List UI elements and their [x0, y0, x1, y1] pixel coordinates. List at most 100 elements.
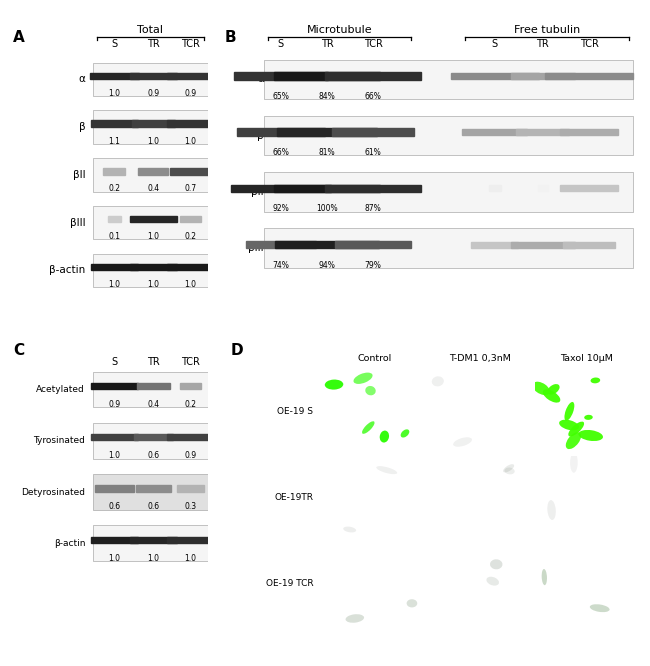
Text: TCR: TCR	[580, 39, 599, 49]
Bar	[264, 172, 633, 212]
Bar	[471, 242, 518, 248]
Text: Microtubule: Microtubule	[307, 25, 372, 35]
Text: 74%: 74%	[272, 260, 289, 270]
Text: 92%: 92%	[272, 204, 289, 213]
Text: Detyrosinated: Detyrosinated	[21, 488, 85, 497]
Text: Acetylated: Acetylated	[36, 385, 85, 394]
Text: 1.0: 1.0	[109, 280, 120, 289]
Bar	[167, 537, 214, 543]
Text: TR: TR	[536, 39, 549, 49]
Text: β: β	[79, 122, 85, 132]
Bar	[93, 474, 208, 510]
Bar	[237, 129, 325, 136]
Text: α: α	[78, 75, 85, 85]
Text: T-DM1 0,3nM: T-DM1 0,3nM	[450, 354, 512, 363]
Bar	[103, 168, 125, 174]
Text: TCR: TCR	[181, 39, 200, 49]
Bar	[131, 121, 176, 127]
Bar	[246, 241, 316, 248]
Bar	[264, 228, 633, 268]
Text: 0.4: 0.4	[148, 184, 159, 193]
Text: D: D	[231, 342, 243, 358]
Text: 0.9: 0.9	[185, 89, 196, 98]
Bar	[560, 129, 618, 135]
Bar	[167, 434, 214, 440]
Bar	[167, 264, 214, 270]
Text: 1.0: 1.0	[185, 137, 196, 145]
Text: 66%: 66%	[272, 148, 289, 157]
Text: S: S	[111, 358, 118, 368]
Text: 0.2: 0.2	[185, 400, 196, 409]
Bar	[332, 129, 414, 136]
Text: 1.0: 1.0	[148, 553, 159, 563]
Bar	[91, 264, 138, 270]
Bar	[517, 129, 569, 135]
Text: TR: TR	[320, 39, 333, 49]
Bar	[179, 216, 202, 222]
Text: 0.7: 0.7	[185, 184, 196, 193]
Text: 0.9: 0.9	[185, 451, 196, 460]
Text: 1.0: 1.0	[109, 553, 120, 563]
Bar	[276, 241, 378, 248]
Bar	[130, 216, 177, 222]
Text: 0.6: 0.6	[148, 502, 159, 511]
Bar	[264, 60, 633, 99]
Bar	[538, 185, 547, 191]
Text: 1.0: 1.0	[109, 89, 120, 98]
Text: 0.2: 0.2	[109, 184, 120, 193]
Text: 61%: 61%	[365, 148, 382, 157]
Text: 65%: 65%	[272, 92, 289, 101]
Text: 0.9: 0.9	[109, 400, 120, 409]
Text: 0.9: 0.9	[148, 89, 159, 98]
Text: TR: TR	[147, 39, 160, 49]
Bar	[177, 486, 204, 492]
Text: OE-19 S: OE-19 S	[278, 408, 313, 416]
Bar	[90, 73, 139, 79]
Text: 84%: 84%	[318, 92, 335, 101]
Bar	[93, 206, 208, 239]
Text: Tyrosinated: Tyrosinated	[33, 436, 85, 446]
Text: 66%: 66%	[365, 92, 382, 101]
Text: 0.2: 0.2	[185, 232, 196, 241]
Bar	[325, 184, 421, 192]
Bar	[511, 242, 575, 248]
Bar	[167, 73, 214, 79]
Text: 0.6: 0.6	[109, 502, 120, 511]
Bar	[93, 525, 208, 561]
Bar	[130, 264, 177, 270]
Text: 0.3: 0.3	[185, 502, 196, 511]
Bar	[93, 423, 208, 459]
Text: βIII: βIII	[70, 218, 85, 228]
Bar	[231, 184, 331, 192]
Text: β-actin: β-actin	[54, 539, 85, 548]
Text: S: S	[278, 39, 284, 49]
Text: 0.6: 0.6	[148, 451, 159, 460]
Text: OE-19 TCR: OE-19 TCR	[266, 579, 313, 588]
Text: βII: βII	[73, 170, 85, 180]
Bar	[93, 159, 208, 192]
Text: 100%: 100%	[316, 204, 338, 213]
Text: TCR: TCR	[363, 39, 382, 49]
Bar	[93, 111, 208, 144]
Bar	[234, 72, 328, 79]
Bar	[462, 129, 527, 135]
Text: 1.0: 1.0	[109, 451, 120, 460]
Text: 87%: 87%	[365, 204, 382, 213]
Bar	[563, 242, 616, 248]
Bar	[136, 486, 171, 492]
Text: βIII: βIII	[248, 243, 264, 253]
Bar	[274, 184, 380, 192]
Text: OE-19TR: OE-19TR	[274, 494, 313, 502]
Text: 1.0: 1.0	[148, 137, 159, 145]
Bar	[511, 73, 575, 79]
Bar	[560, 185, 618, 191]
Bar	[167, 121, 214, 127]
Text: C: C	[13, 342, 24, 358]
Text: β: β	[257, 131, 264, 141]
Text: 0.4: 0.4	[148, 400, 159, 409]
Bar	[138, 168, 168, 174]
Text: TR: TR	[147, 358, 160, 368]
Bar	[489, 185, 500, 191]
Bar	[93, 372, 208, 408]
Text: TCR: TCR	[181, 358, 200, 368]
